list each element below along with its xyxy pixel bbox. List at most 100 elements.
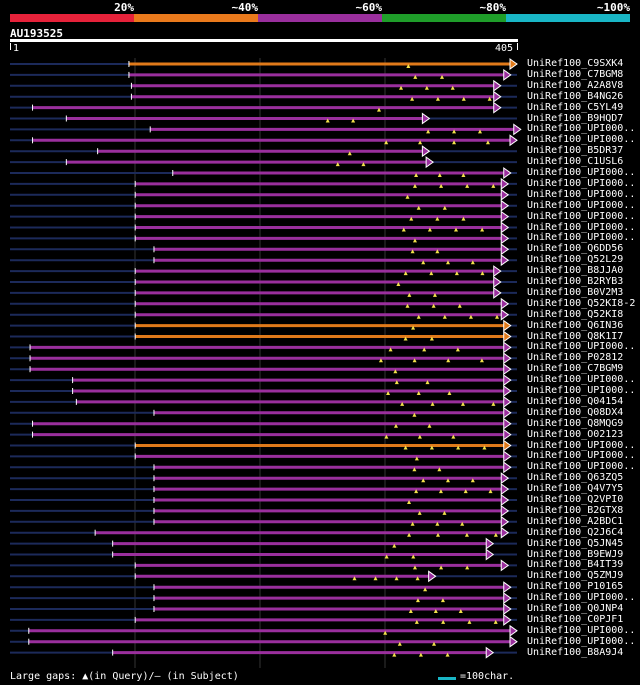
hit-row[interactable] — [10, 243, 517, 256]
hit-row[interactable] — [10, 515, 517, 528]
hit-label[interactable]: UniRef100_B9HQD7 — [527, 112, 624, 124]
hit-label[interactable]: UniRef100_UPI000.. — [527, 341, 636, 353]
hit-label[interactable]: UniRef100_UPI000.. — [527, 450, 636, 462]
hit-label[interactable]: UniRef100_C9SXK4 — [527, 58, 624, 69]
hit-label[interactable]: UniRef100_Q2VPI0 — [527, 494, 624, 505]
hit-label[interactable]: UniRef100_Q6DD56 — [527, 243, 624, 255]
hit-label[interactable]: UniRef100_A2BDC1 — [527, 515, 624, 527]
hit-row[interactable] — [10, 548, 517, 561]
hit-label[interactable]: UniRef100_C5YL49 — [527, 101, 624, 113]
hit-row[interactable] — [10, 363, 517, 376]
hit-row[interactable] — [10, 221, 517, 234]
hit-row[interactable] — [10, 145, 517, 158]
hit-label[interactable]: UniRef100_Q52L29 — [527, 254, 624, 266]
hit-row[interactable] — [10, 90, 517, 103]
hit-label[interactable]: UniRef100_UPI000.. — [527, 210, 636, 222]
hit-row[interactable] — [10, 395, 517, 408]
hit-label[interactable]: UniRef100_Q2J6C4 — [527, 526, 624, 538]
hit-row[interactable] — [10, 167, 517, 179]
hit-label[interactable]: UniRef100_Q63ZQ5 — [527, 472, 624, 484]
hit-row[interactable] — [10, 428, 517, 441]
hit-row[interactable] — [10, 461, 517, 474]
hit-row[interactable] — [10, 308, 517, 321]
hit-label[interactable]: UniRef100_P10165 — [527, 581, 624, 593]
hit-row[interactable] — [10, 68, 517, 81]
hit-row[interactable] — [10, 559, 517, 572]
hit-label[interactable]: UniRef100_B4IT39 — [527, 559, 624, 571]
hit-row[interactable] — [10, 613, 517, 626]
hit-label[interactable]: UniRef100_Q04154 — [527, 395, 624, 407]
hit-row[interactable] — [10, 265, 517, 278]
hit-row[interactable] — [10, 58, 518, 70]
hit-row[interactable] — [10, 199, 517, 212]
hit-label[interactable]: UniRef100_UPI000.. — [527, 635, 636, 647]
hit-label[interactable]: UniRef100_UPI000.. — [527, 221, 636, 233]
hit-label[interactable]: UniRef100_Q52KI8 — [527, 308, 624, 320]
hit-row[interactable] — [10, 635, 518, 648]
hit-row[interactable] — [10, 603, 517, 615]
hit-label[interactable]: UniRef100_O02123 — [527, 428, 624, 440]
hit-label[interactable]: UniRef100_UPI000.. — [527, 134, 636, 146]
hit-label[interactable]: UniRef100_P02812 — [527, 352, 624, 364]
hit-label[interactable]: UniRef100_C7BGM9 — [527, 363, 624, 375]
hit-row[interactable] — [10, 385, 517, 397]
hit-label[interactable]: UniRef100_Q4V7Y5 — [527, 483, 624, 495]
hit-label[interactable]: UniRef100_UPI000.. — [527, 439, 636, 451]
hit-label[interactable]: UniRef100_UPI000.. — [527, 167, 636, 178]
hit-row[interactable] — [10, 188, 517, 201]
hit-label[interactable]: UniRef100_UPI000.. — [527, 199, 636, 211]
hit-label[interactable]: UniRef100_B8JJA0 — [527, 265, 624, 277]
hit-row[interactable] — [10, 286, 517, 299]
hit-row[interactable] — [10, 276, 517, 288]
hit-label[interactable]: UniRef100_B0V2M3 — [527, 286, 624, 298]
hit-row[interactable] — [10, 472, 517, 485]
hit-row[interactable] — [10, 112, 517, 125]
hit-row[interactable] — [10, 417, 517, 430]
hit-label[interactable]: UniRef100_B5DR37 — [527, 145, 624, 157]
hit-label[interactable]: UniRef100_Q52KI8-2 — [527, 297, 636, 309]
hit-row[interactable] — [10, 210, 517, 223]
hit-label[interactable]: UniRef100_UPI000.. — [527, 123, 636, 135]
hit-row[interactable] — [10, 101, 517, 114]
hit-row[interactable] — [10, 646, 517, 659]
hit-label[interactable]: UniRef100_Q5JN45 — [527, 537, 624, 549]
hit-row[interactable] — [10, 330, 517, 343]
hit-row[interactable] — [10, 494, 517, 506]
hit-label[interactable]: UniRef100_UPI000.. — [527, 592, 636, 604]
hit-label[interactable]: UniRef100_Q5ZMJ9 — [527, 570, 624, 582]
hit-row[interactable] — [10, 156, 517, 169]
hit-label[interactable]: UniRef100_B9EWJ9 — [527, 548, 624, 560]
hit-row[interactable] — [10, 526, 517, 539]
hit-label[interactable]: UniRef100_C7BGM8 — [527, 68, 624, 80]
hit-row[interactable] — [10, 232, 517, 245]
hit-row[interactable] — [10, 504, 517, 517]
hit-label[interactable]: UniRef100_Q0JNP4 — [527, 603, 624, 614]
hit-row[interactable] — [10, 254, 517, 267]
hit-label[interactable]: UniRef100_UPI000.. — [527, 374, 636, 386]
hit-label[interactable]: UniRef100_B4NG26 — [527, 90, 624, 102]
hit-row[interactable] — [10, 439, 517, 452]
hit-label[interactable]: UniRef100_Q8K1I7 — [527, 330, 624, 342]
hit-label[interactable]: UniRef100_UPI000.. — [527, 177, 636, 189]
hit-label[interactable]: UniRef100_A2A8V8 — [527, 79, 624, 91]
hit-row[interactable] — [10, 624, 518, 637]
hit-label[interactable]: UniRef100_C0PJF1 — [527, 613, 624, 625]
hit-label[interactable]: UniRef100_Q6IN36 — [527, 319, 624, 331]
hit-row[interactable] — [10, 537, 517, 550]
hit-row[interactable] — [10, 581, 517, 594]
hit-row[interactable] — [10, 123, 522, 136]
hit-label[interactable]: UniRef100_B8A9J4 — [527, 646, 624, 658]
hit-label[interactable]: UniRef100_UPI000.. — [527, 385, 636, 396]
hit-label[interactable]: UniRef100_C1USL6 — [527, 156, 624, 168]
hit-row[interactable] — [10, 341, 517, 354]
hit-row[interactable] — [10, 483, 517, 496]
hit-row[interactable] — [10, 406, 517, 419]
hit-row[interactable] — [10, 134, 518, 147]
hit-row[interactable] — [10, 177, 517, 190]
hit-label[interactable]: UniRef100_B2RYB3 — [527, 276, 624, 287]
hit-row[interactable] — [10, 570, 517, 583]
hit-label[interactable]: UniRef100_UPI000.. — [527, 461, 636, 473]
hit-label[interactable]: UniRef100_UPI000.. — [527, 232, 636, 244]
hit-label[interactable]: UniRef100_Q8MQG9 — [527, 417, 624, 429]
hit-row[interactable] — [10, 79, 517, 92]
